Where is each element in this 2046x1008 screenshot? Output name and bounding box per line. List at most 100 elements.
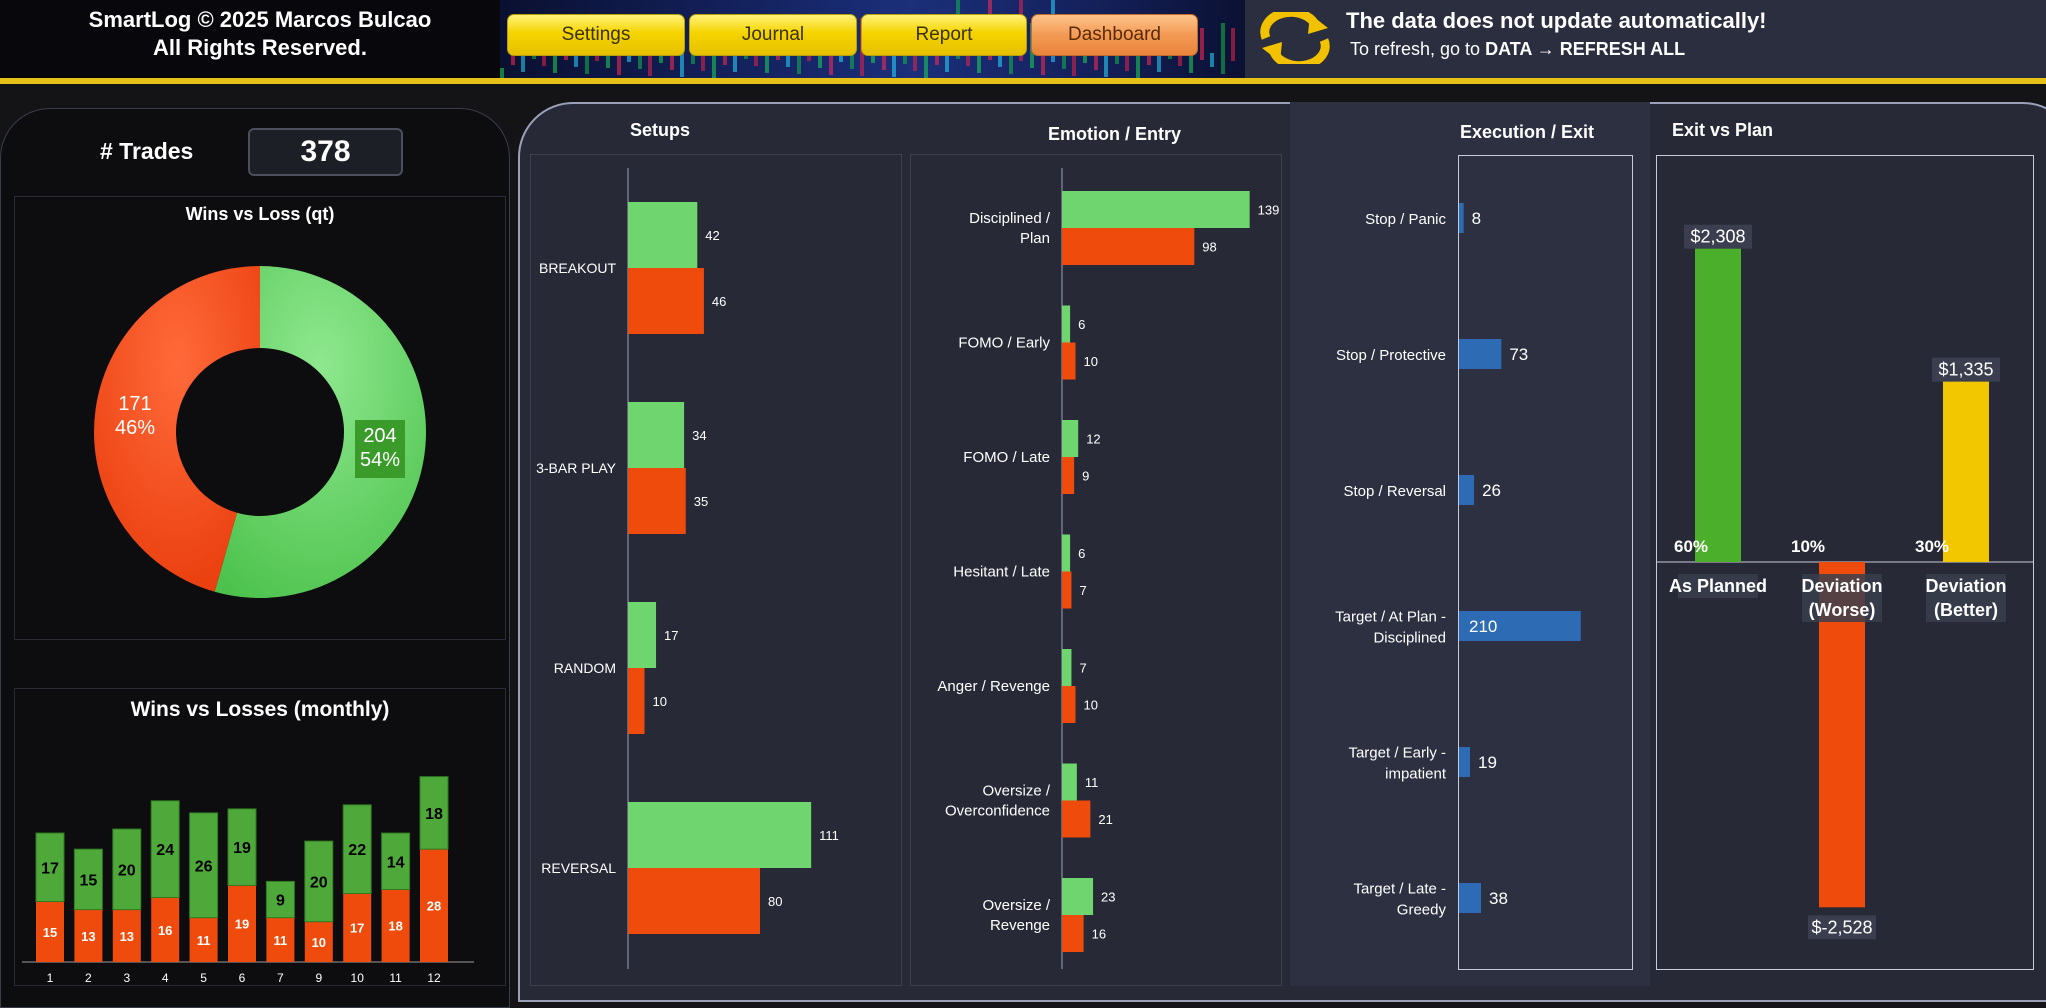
trades-label: # Trades <box>100 138 194 164</box>
banner-stripe <box>1146 53 1151 65</box>
refresh-icon[interactable] <box>1256 7 1334 71</box>
monthly-loss-label: 18 <box>388 919 402 934</box>
execution-category-label: impatient <box>1385 766 1447 783</box>
nav-dashboard-button[interactable]: Dashboard <box>1031 14 1198 56</box>
execution-category-label: Target / At Plan - <box>1335 609 1446 626</box>
loss-value-label: 9 <box>1082 469 1089 484</box>
monthly-month-label: 9 <box>315 971 322 985</box>
win-bar <box>628 802 812 868</box>
loss-value-label: 21 <box>1098 812 1112 827</box>
banner-stripe <box>1178 53 1183 66</box>
exitplan-value-label: $-2,528 <box>1811 917 1872 937</box>
banner-stripe <box>913 48 918 71</box>
monthly-month-label: 7 <box>277 971 284 985</box>
category-label: FOMO / Early <box>958 335 1050 352</box>
exitplan-category-box <box>1802 574 1882 598</box>
banner-stripe <box>1210 53 1215 67</box>
execution-bar <box>1459 747 1471 777</box>
monthly-win-bar <box>150 800 180 899</box>
nav-settings-button[interactable]: Settings <box>507 14 685 56</box>
win-value-label: 139 <box>1258 203 1280 218</box>
exitplan-category-label: Deviation <box>1801 576 1882 596</box>
notice-prefix: To refresh, go to <box>1350 39 1486 59</box>
monthly-loss-bar <box>228 885 256 962</box>
monthly-win-label: 18 <box>425 806 443 823</box>
loss-bar <box>628 468 686 534</box>
exitplan-value-box <box>1684 224 1752 249</box>
win-bar <box>1062 305 1071 343</box>
monthly-loss-label: 11 <box>274 933 288 948</box>
win-value-label: 23 <box>1101 890 1115 905</box>
banner-stripe <box>1114 53 1119 64</box>
banner-stripe <box>786 48 791 67</box>
monthly-loss-bar <box>74 909 103 962</box>
category-label: BREAKOUT <box>539 260 616 276</box>
losses-data-label: 171 46% <box>110 392 160 440</box>
execution-bar <box>1459 339 1502 369</box>
monthly-win-bar <box>112 828 142 911</box>
win-bar <box>1062 878 1094 915</box>
exitplan-category-label: (Better) <box>1934 600 1998 620</box>
exitplan-category-box <box>1926 598 2006 622</box>
category-label: Revenge <box>990 917 1050 934</box>
exitplan-category-label: Deviation <box>1925 576 2006 596</box>
loss-bar <box>1062 457 1075 494</box>
banner-stripe <box>945 48 950 72</box>
exitplan-value-label: $2,308 <box>1690 227 1745 247</box>
monthly-win-bar <box>189 812 219 919</box>
execution-value-label: 210 <box>1469 617 1497 636</box>
monthly-loss-label: 19 <box>235 917 249 932</box>
monthly-win-label: 20 <box>310 874 328 891</box>
banner-stripe <box>1072 48 1077 76</box>
monthly-loss-bar <box>343 893 372 962</box>
loss-value-label: 35 <box>694 494 708 509</box>
monthly-loss-label: 13 <box>120 929 134 944</box>
banner-stripe <box>977 48 981 73</box>
banner-stripe <box>690 48 695 64</box>
exitplan-category-label: (Worse) <box>1809 600 1876 620</box>
execution-category-label: Greedy <box>1397 902 1447 919</box>
loss-value-label: 16 <box>1092 927 1106 942</box>
monthly-win-label: 9 <box>276 893 285 910</box>
monthly-win-bar <box>227 808 257 886</box>
banner-stripe <box>1008 48 1013 74</box>
loss-value-label: 10 <box>1084 354 1098 369</box>
category-label: FOMO / Late <box>963 449 1050 466</box>
win-value-label: 17 <box>664 628 678 643</box>
win-bar <box>1062 763 1077 801</box>
win-bar <box>1062 534 1071 572</box>
wins-slice <box>214 266 427 598</box>
execution-title: Execution / Exit <box>1460 122 1595 142</box>
execution-value-label: 26 <box>1482 481 1501 500</box>
banner-stripe <box>1104 48 1109 77</box>
execution-bar <box>1459 611 1581 641</box>
exitplan-category-box <box>1926 574 2006 598</box>
setups-chart: 42 46 BREAKOUT 34 35 3-BAR PLAY 17 10 RANDOM 111 8… <box>536 168 839 969</box>
loss-bar <box>1062 915 1084 952</box>
nav-journal-button[interactable]: Journal <box>689 14 857 56</box>
monthly-month-label: 2 <box>85 971 92 985</box>
wins-loss-donut-chart <box>94 266 427 598</box>
monthly-loss-label: 10 <box>312 935 326 950</box>
win-bar <box>628 202 698 268</box>
header-divider <box>0 78 2046 84</box>
monthly-loss-bar <box>304 921 333 962</box>
execution-bar <box>1459 203 1464 233</box>
banner-stripe <box>521 43 526 72</box>
category-label: Overconfidence <box>945 803 1050 820</box>
exitplan-bar <box>1695 246 1741 562</box>
notice-title: The data does not update automatically! <box>1346 8 1767 33</box>
exitplan-value-box <box>1932 357 2000 382</box>
loss-value-label: 98 <box>1202 240 1216 255</box>
category-label: Oversize / <box>982 897 1050 914</box>
monthly-loss-label: 16 <box>158 923 172 938</box>
banner-stripe <box>722 48 727 65</box>
loss-value-label: 80 <box>768 894 782 909</box>
monthly-loss-bar <box>381 889 410 962</box>
loss-value-label: 7 <box>1079 583 1086 598</box>
nav-report-button[interactable]: Report <box>861 14 1027 56</box>
execution-value-label: 19 <box>1478 753 1497 772</box>
monthly-win-label: 14 <box>387 854 405 871</box>
execution-value-label: 38 <box>1489 889 1508 908</box>
banner-stripe <box>584 43 589 74</box>
